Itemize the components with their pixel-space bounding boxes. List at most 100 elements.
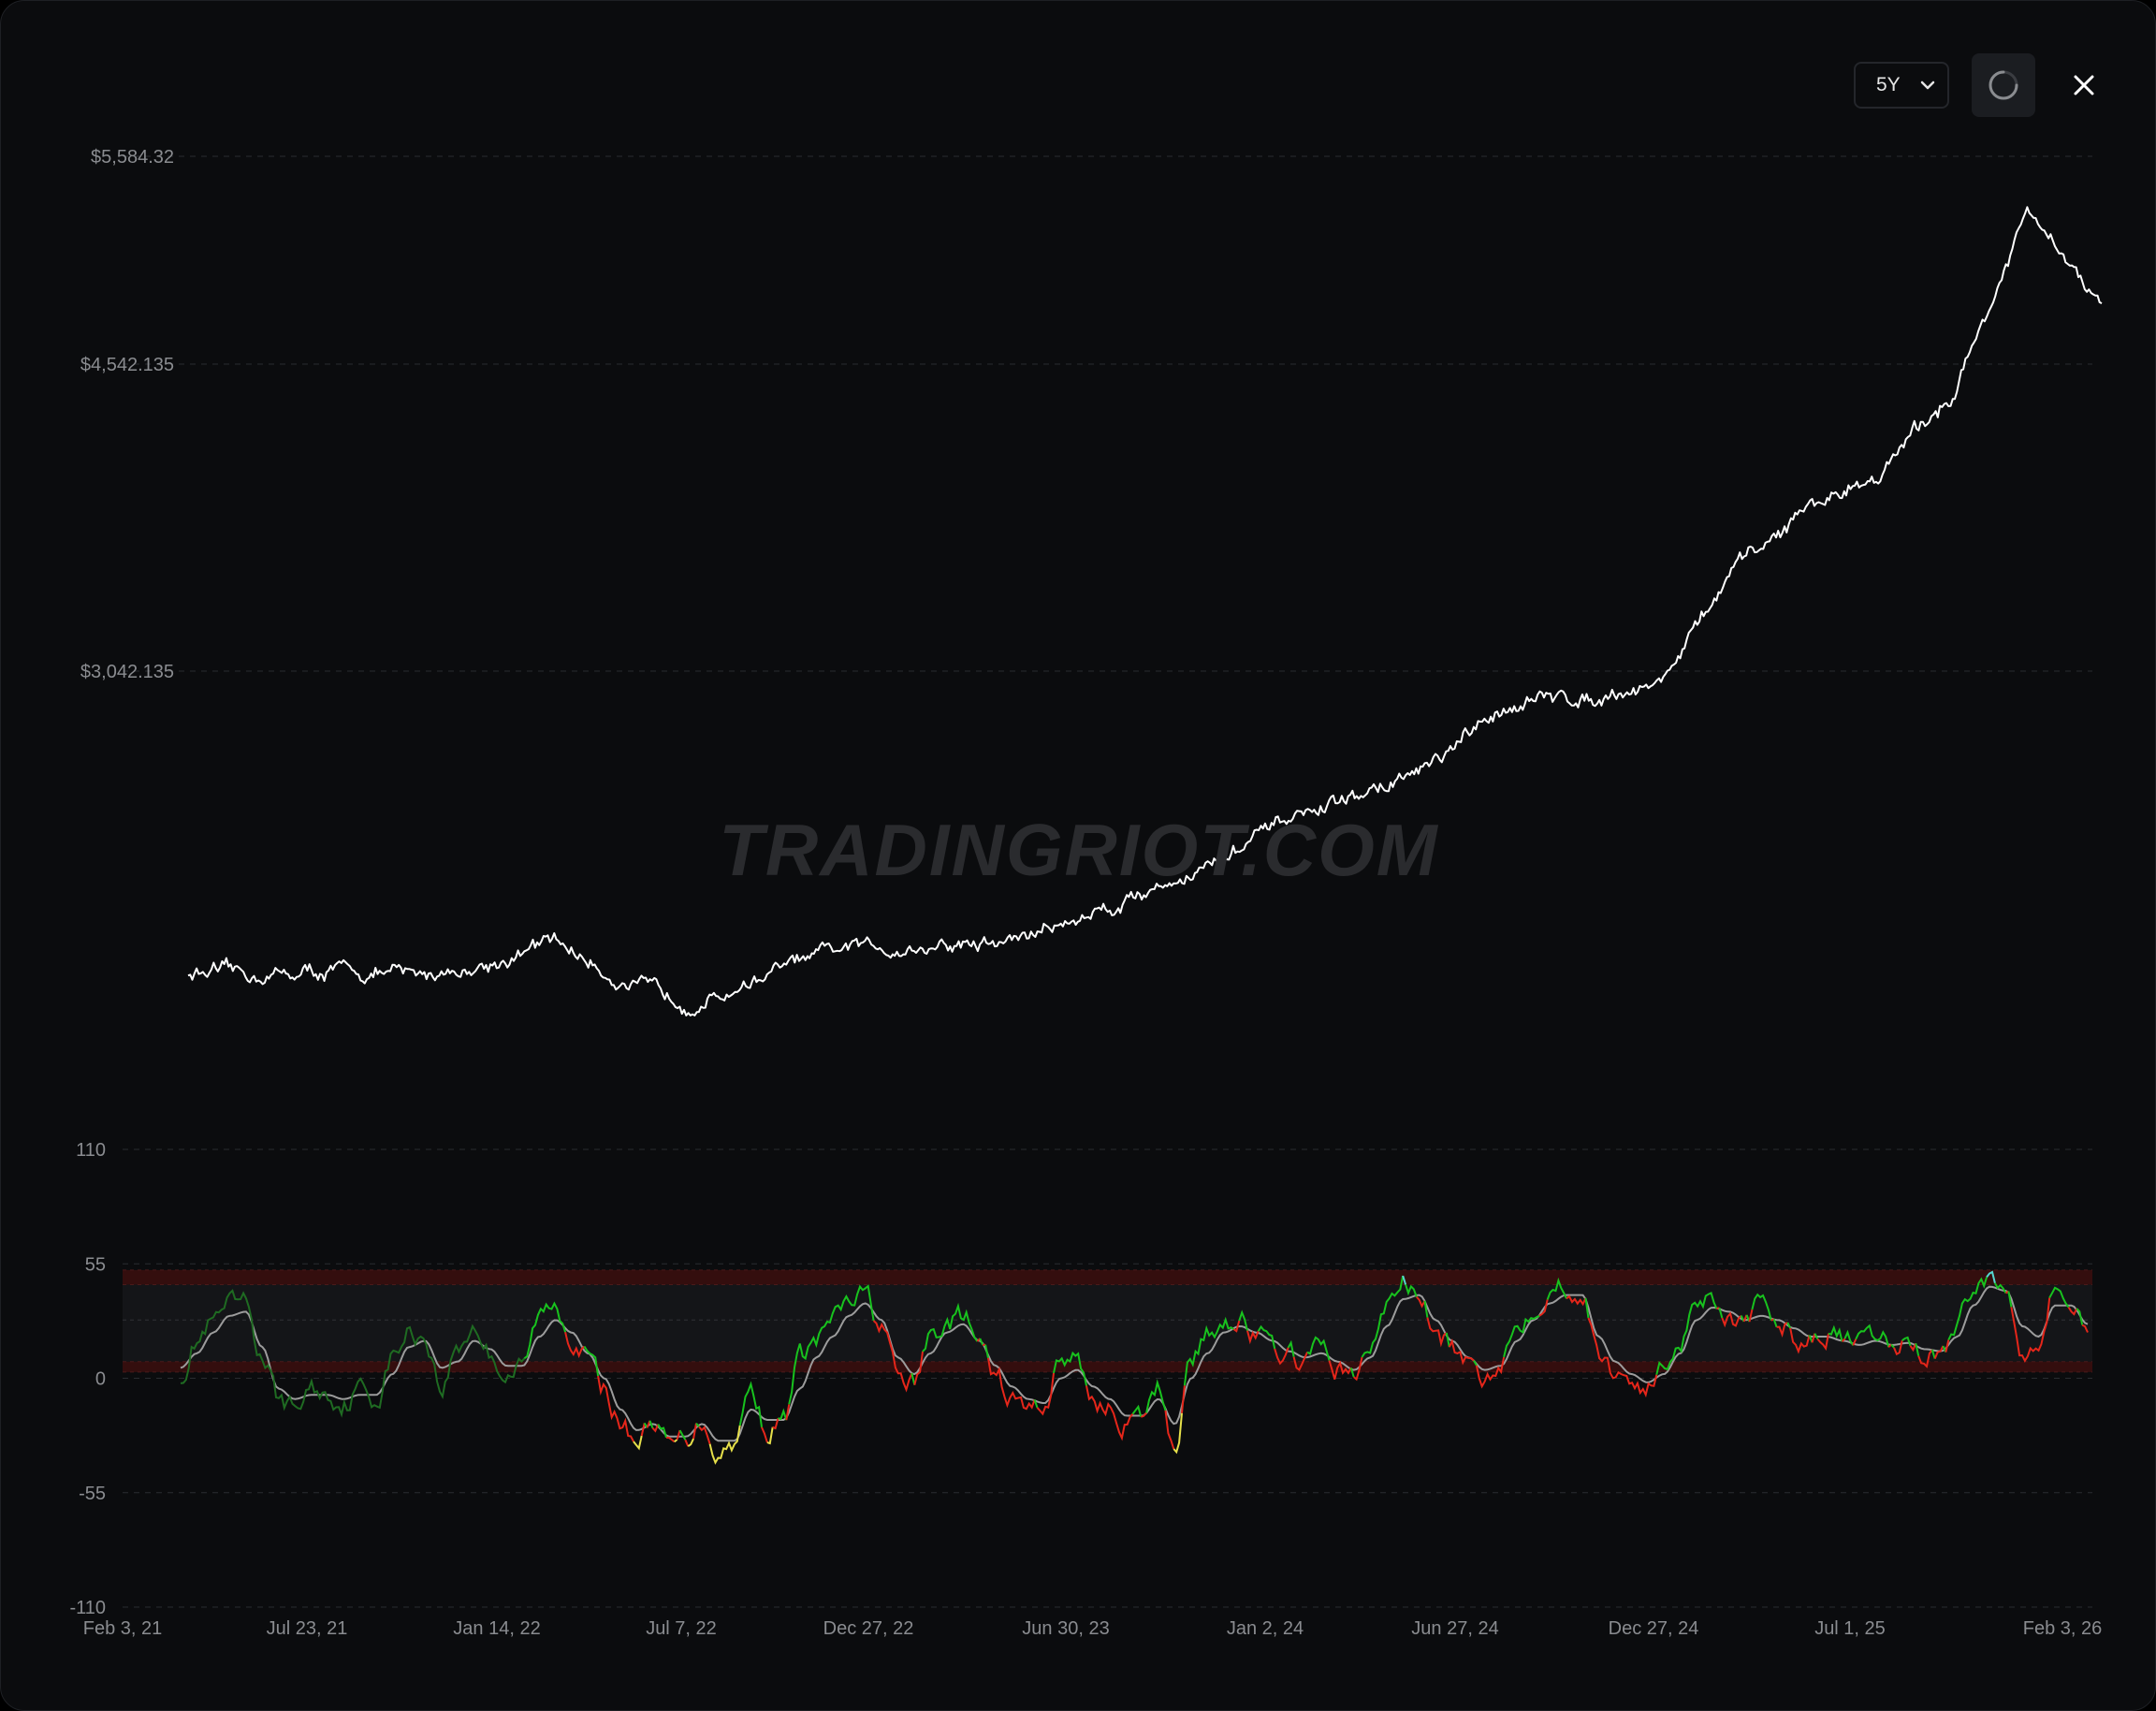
- osc-neutral-zone: [123, 1269, 2092, 1372]
- oscillator-segment: [651, 1424, 660, 1433]
- oscillator-segment: [1721, 1311, 1742, 1328]
- oscillator-segment: [1814, 1333, 1819, 1340]
- oscillator-segment: [1361, 1275, 1405, 1358]
- oscillator-segment: [1915, 1342, 1920, 1356]
- close-button[interactable]: [2058, 59, 2110, 111]
- oscillator-segment: [180, 1289, 526, 1418]
- oscillator-segment: [1841, 1338, 1846, 1343]
- oscillator-segment: [1257, 1324, 1276, 1350]
- oscillator-segment: [1306, 1336, 1331, 1361]
- oscillator-segment: [1890, 1343, 1895, 1349]
- oscillator-segment: [1475, 1356, 1506, 1389]
- oscillator-segment: [1718, 1307, 1724, 1319]
- oscillator-segment: [1246, 1330, 1260, 1345]
- x-tick-label: Feb 3, 26: [2023, 1618, 2103, 1639]
- price-series-line: [187, 206, 2103, 1016]
- oscillator-segment: [1164, 1410, 1175, 1450]
- oscillator-segment: [1587, 1317, 1658, 1398]
- oscillator-segment: [1274, 1347, 1289, 1366]
- oscillator-segment: [674, 1439, 678, 1443]
- price-tick-label: $3,042.135: [80, 662, 174, 682]
- osc-tick-label: 110: [76, 1140, 106, 1161]
- oscillator-segment: [1933, 1345, 1945, 1359]
- oscillator-segment: [708, 1425, 741, 1465]
- oscillator-segment: [1503, 1314, 1540, 1358]
- oscillator-segment: [1036, 1372, 1055, 1416]
- oscillator-segment: [692, 1423, 697, 1440]
- oscillator-segment: [1546, 1277, 1567, 1300]
- oscillator-segment: [640, 1423, 646, 1437]
- oscillator-segment: [657, 1424, 667, 1439]
- x-tick-label: Jan 2, 24: [1227, 1618, 1304, 1639]
- oscillator-segment: [648, 1420, 654, 1428]
- oscillator-segment: [984, 1344, 989, 1359]
- oscillator-segment: [1816, 1333, 1829, 1352]
- oscillator-segment: [687, 1438, 695, 1448]
- oscillator-segment: [1584, 1297, 1590, 1319]
- oscillator-segment: [1947, 1277, 1988, 1340]
- oscillator-segment: [2048, 1286, 2070, 1309]
- oscillator-segment: [913, 1351, 924, 1385]
- oscillator-segment: [633, 1435, 643, 1451]
- oscillator-segment: [1238, 1309, 1248, 1331]
- oscillator-segment: [1986, 1270, 1996, 1284]
- oscillator-segment: [1748, 1309, 1754, 1323]
- oscillator-segment: [1811, 1333, 1816, 1343]
- x-tick-label: Jun 30, 23: [1022, 1618, 1109, 1639]
- oscillator-segment: [564, 1331, 586, 1359]
- oscillator-segment: [1140, 1411, 1147, 1418]
- oscillator-segment: [698, 1426, 711, 1444]
- close-icon: [2074, 75, 2094, 95]
- oscillator-segment: [738, 1381, 763, 1428]
- x-tick-label: Feb 3, 21: [83, 1618, 163, 1639]
- oscillator-segment: [597, 1375, 634, 1442]
- oversold-band: [123, 1361, 2092, 1372]
- oscillator-segment: [1416, 1295, 1426, 1309]
- range-select[interactable]: 5Y: [1854, 62, 1949, 109]
- oscillator-segment: [785, 1404, 791, 1421]
- oscillator-segment: [1828, 1324, 1843, 1342]
- oscillator-segment: [1033, 1399, 1039, 1409]
- oscillator-segment: [1786, 1322, 1792, 1329]
- oscillator-segment: [1655, 1292, 1718, 1375]
- oscillator-segment: [788, 1284, 875, 1405]
- refresh-button[interactable]: [1972, 53, 2035, 117]
- watermark: TRADINGRIOT.COM: [719, 809, 1439, 891]
- price-tick-label: $5,584.32: [91, 147, 174, 168]
- x-tick-label: Jul 1, 25: [1814, 1618, 1886, 1639]
- oscillator-segment: [2010, 1297, 2051, 1363]
- oscillator-segment: [2007, 1291, 2013, 1308]
- oscillator-segment: [1843, 1329, 1855, 1346]
- oscillator-segment: [1292, 1352, 1309, 1372]
- oscillator-segment: [1145, 1379, 1167, 1413]
- oscillator-segment: [1131, 1404, 1143, 1418]
- chevron-down-icon: [1920, 80, 1935, 90]
- overbought-band: [123, 1269, 2092, 1285]
- oscillator-segment: [1473, 1360, 1478, 1367]
- oscillator-segment: [695, 1422, 700, 1427]
- oscillator-segment: [1538, 1299, 1549, 1317]
- oscillator-segment: [872, 1320, 913, 1393]
- oscillator-segment: [761, 1426, 768, 1443]
- loading-spinner-icon: [1988, 70, 2018, 100]
- oscillator-segment: [1349, 1367, 1355, 1378]
- oscillator-segment: [979, 1338, 984, 1346]
- oscillator-segment: [1917, 1349, 1933, 1368]
- oscillator-segment: [1426, 1317, 1448, 1348]
- oscillator-segment: [583, 1345, 600, 1377]
- oscillator-segment: [665, 1436, 676, 1443]
- oscillator-segment: [1772, 1318, 1778, 1328]
- oscillator-segment: [1901, 1336, 1912, 1347]
- oscillator-segment: [1887, 1343, 1892, 1348]
- oscillator-segment: [1402, 1275, 1407, 1285]
- oscillator-segment: [676, 1429, 681, 1440]
- oscillator-segment: [987, 1357, 1036, 1411]
- oscillator-segment: [1945, 1339, 1950, 1353]
- price-tick-label: $4,542.135: [80, 355, 174, 375]
- oscillator-segment: [1930, 1349, 1936, 1359]
- oscillator-segment: [2081, 1323, 2089, 1333]
- toolbar: 5Y: [1854, 53, 2110, 117]
- oscillator-segment: [1789, 1327, 1811, 1354]
- oscillator-segment: [678, 1429, 687, 1440]
